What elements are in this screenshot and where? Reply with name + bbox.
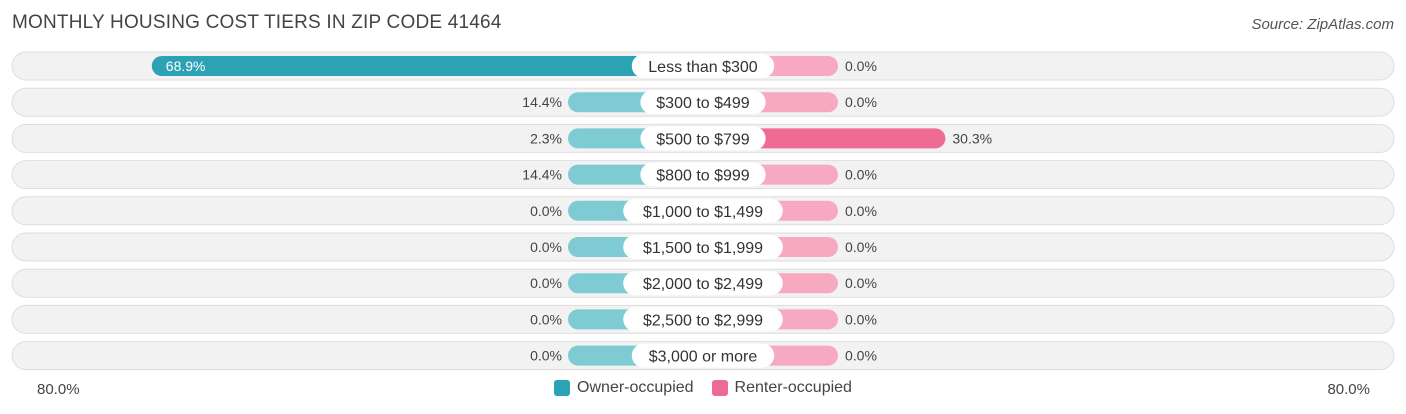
value-label-owner: 0.0% [530,203,562,219]
value-label-renter: 0.0% [845,203,877,219]
legend-label-renter: Renter-occupied [734,379,852,396]
category-label: $1,000 to $1,499 [643,204,763,221]
category-label: Less than $300 [648,59,758,76]
chart-title: MONTHLY HOUSING COST TIERS IN ZIP CODE 4… [12,12,502,33]
axis-left-label: 80.0% [37,381,80,398]
value-label-owner: 14.4% [522,167,562,183]
category-pill [623,271,783,296]
chart-source: Source: ZipAtlas.com [1251,16,1394,33]
bar-owner [151,56,704,76]
category-label: $2,500 to $2,999 [643,312,763,329]
category-label: $500 to $799 [656,131,750,148]
value-label-renter: 0.0% [845,348,877,364]
category-pill [623,198,783,223]
category-label: $3,000 or more [649,349,758,366]
category-pill [640,126,766,151]
axis-right-label: 80.0% [1327,381,1370,398]
category-label: $800 to $999 [656,168,750,185]
category-pill [631,54,775,78]
legend-swatch-renter [711,380,728,396]
value-label-owner: 2.3% [530,130,562,146]
value-label-renter: 0.0% [845,167,877,183]
category-pill [623,307,783,332]
category-pill [623,235,783,259]
value-label-renter: 30.3% [952,130,992,146]
value-label-owner: 14.4% [522,94,562,110]
value-label-renter: 0.0% [845,311,877,327]
value-label-renter: 0.0% [845,239,877,255]
legend-swatch-owner [554,380,571,396]
legend-item-owner[interactable]: Owner-occupied [554,379,694,397]
legend: Owner-occupied Renter-occupied [0,379,1406,397]
legend-label-owner: Owner-occupied [577,379,694,396]
category-pill [631,343,775,368]
value-label-renter: 0.0% [845,58,877,74]
legend-item-renter[interactable]: Renter-occupied [711,379,852,397]
value-label-renter: 0.0% [845,94,877,110]
value-label-owner: 0.0% [530,239,562,255]
value-label-owner: 0.0% [530,348,562,364]
value-label-renter: 0.0% [845,275,877,291]
value-label-owner: 0.0% [530,275,562,291]
category-label: $1,500 to $1,999 [643,240,763,257]
value-label-owner: 68.9% [166,58,206,74]
category-label: $300 to $499 [656,95,750,112]
category-pill [640,90,766,115]
category-label: $2,000 to $2,499 [643,276,763,293]
value-label-owner: 0.0% [530,311,562,327]
category-pill [640,162,766,187]
